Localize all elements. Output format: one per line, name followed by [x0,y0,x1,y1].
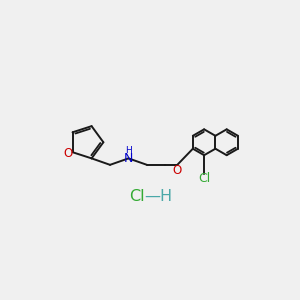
Text: O: O [173,164,182,177]
Text: Cl: Cl [198,172,210,184]
Text: —H: —H [145,189,172,204]
Text: O: O [63,147,73,160]
Text: N: N [124,152,133,165]
Text: Cl: Cl [129,189,145,204]
Text: H: H [125,146,132,154]
